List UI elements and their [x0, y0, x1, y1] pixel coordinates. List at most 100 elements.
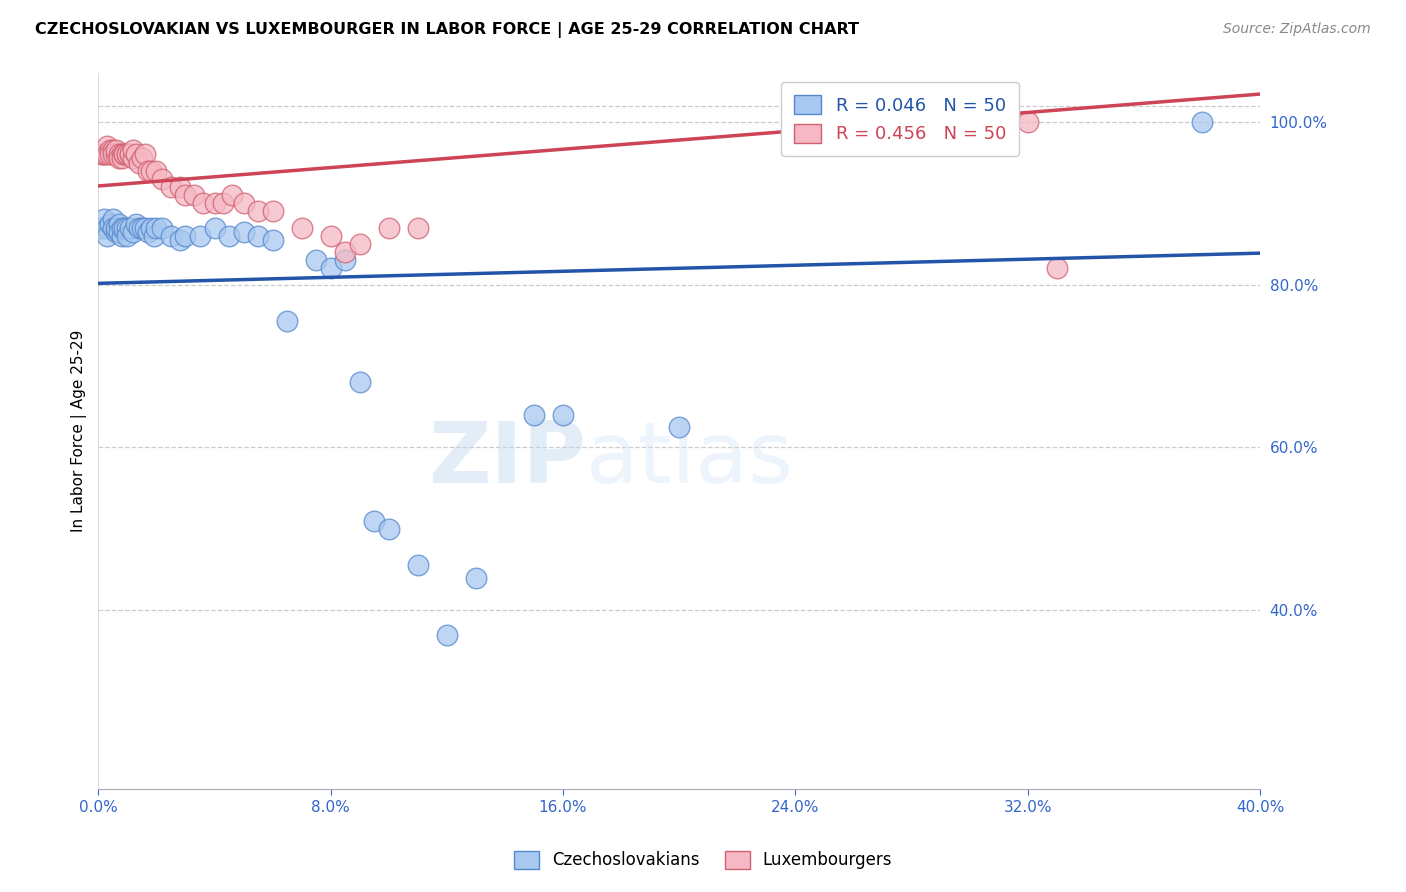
Point — [134, 147, 156, 161]
Point — [262, 204, 284, 219]
Point — [122, 225, 145, 239]
Point — [128, 220, 150, 235]
Point — [104, 225, 127, 239]
Point — [204, 220, 226, 235]
Point — [150, 220, 173, 235]
Point — [101, 147, 124, 161]
Point — [117, 147, 139, 161]
Point — [221, 188, 243, 202]
Point — [349, 236, 371, 251]
Point — [114, 220, 136, 235]
Point — [160, 228, 183, 243]
Point — [378, 522, 401, 536]
Point — [139, 220, 162, 235]
Point — [319, 261, 342, 276]
Point — [145, 220, 167, 235]
Point — [276, 314, 298, 328]
Point — [101, 143, 124, 157]
Point — [101, 220, 124, 235]
Point — [104, 147, 127, 161]
Point — [319, 228, 342, 243]
Text: CZECHOSLOVAKIAN VS LUXEMBOURGER IN LABOR FORCE | AGE 25-29 CORRELATION CHART: CZECHOSLOVAKIAN VS LUXEMBOURGER IN LABOR… — [35, 22, 859, 38]
Point — [122, 152, 145, 166]
Point — [114, 147, 136, 161]
Point — [169, 180, 191, 194]
Point — [668, 420, 690, 434]
Point — [125, 147, 148, 161]
Point — [120, 147, 142, 161]
Point — [406, 220, 429, 235]
Point — [160, 180, 183, 194]
Point — [98, 147, 121, 161]
Text: atlas: atlas — [586, 418, 794, 501]
Point — [142, 228, 165, 243]
Point — [406, 558, 429, 573]
Point — [104, 143, 127, 157]
Text: ZIP: ZIP — [429, 418, 586, 501]
Point — [134, 220, 156, 235]
Point — [125, 217, 148, 231]
Point — [363, 514, 385, 528]
Point — [305, 253, 328, 268]
Point — [90, 147, 112, 161]
Point — [107, 225, 129, 239]
Point — [1191, 115, 1213, 129]
Point — [464, 570, 486, 584]
Point — [101, 212, 124, 227]
Point — [120, 220, 142, 235]
Point — [335, 245, 357, 260]
Point — [107, 147, 129, 161]
Point — [247, 204, 270, 219]
Point — [1046, 261, 1069, 276]
Point — [114, 147, 136, 161]
Text: Source: ZipAtlas.com: Source: ZipAtlas.com — [1223, 22, 1371, 37]
Point — [335, 253, 357, 268]
Point — [262, 233, 284, 247]
Point — [145, 163, 167, 178]
Point — [96, 147, 118, 161]
Point — [174, 188, 197, 202]
Point — [523, 408, 546, 422]
Point — [98, 143, 121, 157]
Point — [378, 220, 401, 235]
Point — [169, 233, 191, 247]
Point — [247, 228, 270, 243]
Point — [93, 147, 115, 161]
Point — [98, 217, 121, 231]
Point — [136, 225, 159, 239]
Point — [110, 228, 132, 243]
Point — [110, 147, 132, 161]
Legend: Czechoslovakians, Luxembourgers: Czechoslovakians, Luxembourgers — [503, 840, 903, 880]
Point — [436, 627, 458, 641]
Point — [93, 147, 115, 161]
Point — [232, 196, 254, 211]
Point — [117, 220, 139, 235]
Point — [174, 228, 197, 243]
Point — [120, 147, 142, 161]
Point — [117, 228, 139, 243]
Y-axis label: In Labor Force | Age 25-29: In Labor Force | Age 25-29 — [72, 330, 87, 533]
Point — [218, 228, 240, 243]
Point — [191, 196, 214, 211]
Point — [110, 152, 132, 166]
Point — [183, 188, 205, 202]
Point — [131, 152, 153, 166]
Point — [150, 171, 173, 186]
Point — [131, 220, 153, 235]
Point — [104, 220, 127, 235]
Point — [128, 155, 150, 169]
Point — [232, 225, 254, 239]
Point — [349, 376, 371, 390]
Point — [117, 147, 139, 161]
Point — [188, 228, 211, 243]
Point — [212, 196, 235, 211]
Point — [96, 220, 118, 235]
Point — [90, 220, 112, 235]
Point — [93, 212, 115, 227]
Point — [139, 163, 162, 178]
Point — [107, 217, 129, 231]
Point — [122, 143, 145, 157]
Point — [204, 196, 226, 211]
Point — [291, 220, 314, 235]
Point — [110, 220, 132, 235]
